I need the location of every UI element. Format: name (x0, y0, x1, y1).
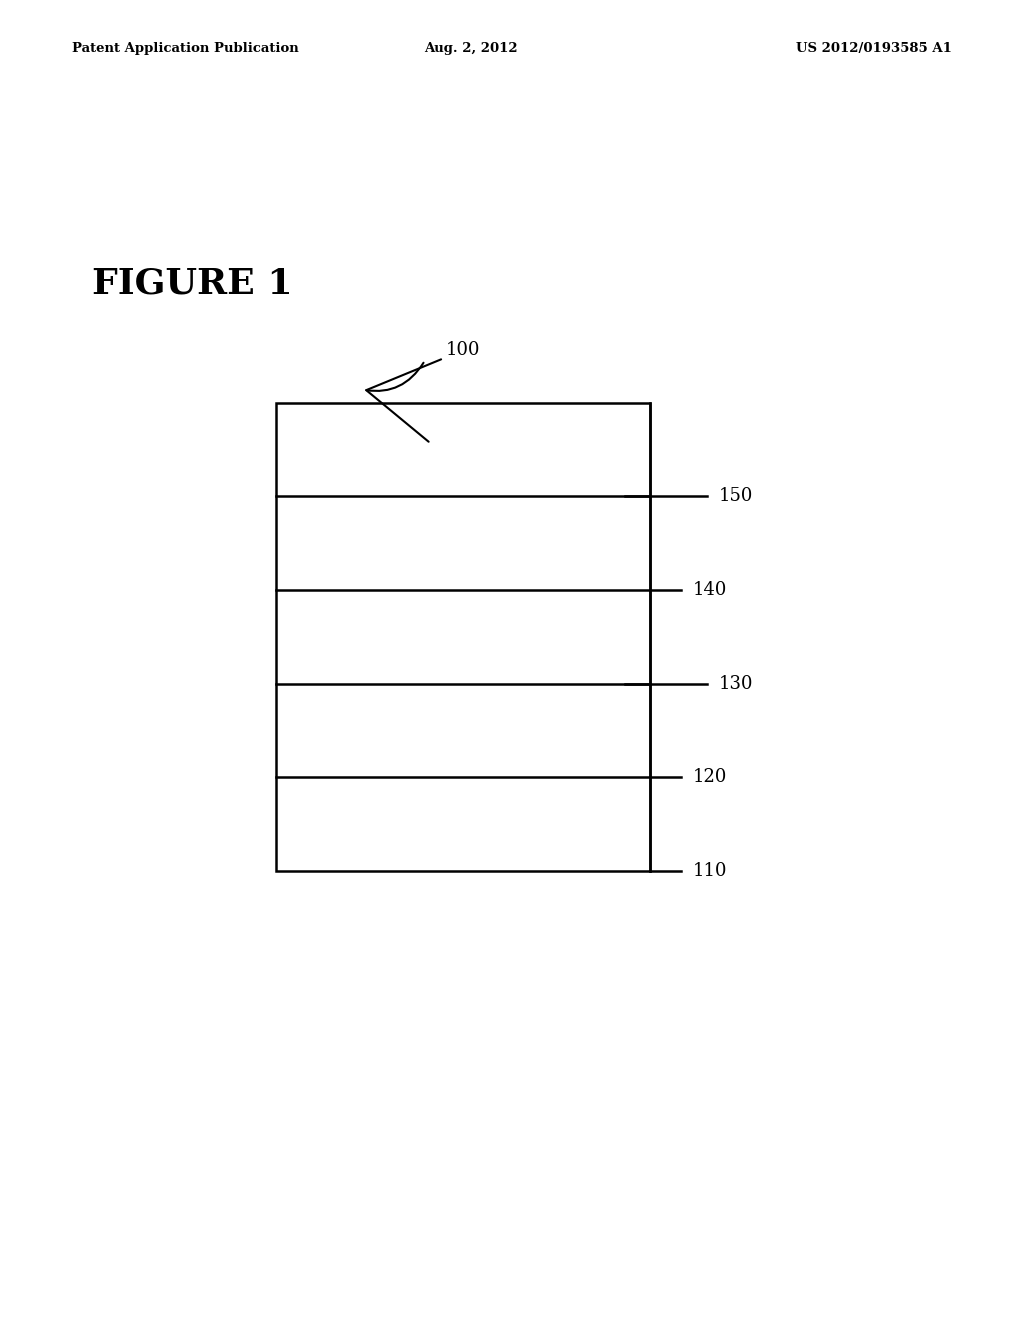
Text: 150: 150 (719, 487, 754, 506)
Text: 140: 140 (693, 581, 728, 599)
Text: Aug. 2, 2012: Aug. 2, 2012 (424, 42, 518, 55)
Bar (276, 403, 650, 871)
Text: Patent Application Publication: Patent Application Publication (72, 42, 298, 55)
Text: FIGURE 1: FIGURE 1 (92, 267, 293, 301)
Text: US 2012/0193585 A1: US 2012/0193585 A1 (797, 42, 952, 55)
Text: 110: 110 (693, 862, 728, 880)
FancyArrowPatch shape (367, 359, 441, 442)
Text: 100: 100 (445, 341, 480, 359)
Text: 130: 130 (719, 675, 754, 693)
Text: 120: 120 (693, 768, 728, 787)
